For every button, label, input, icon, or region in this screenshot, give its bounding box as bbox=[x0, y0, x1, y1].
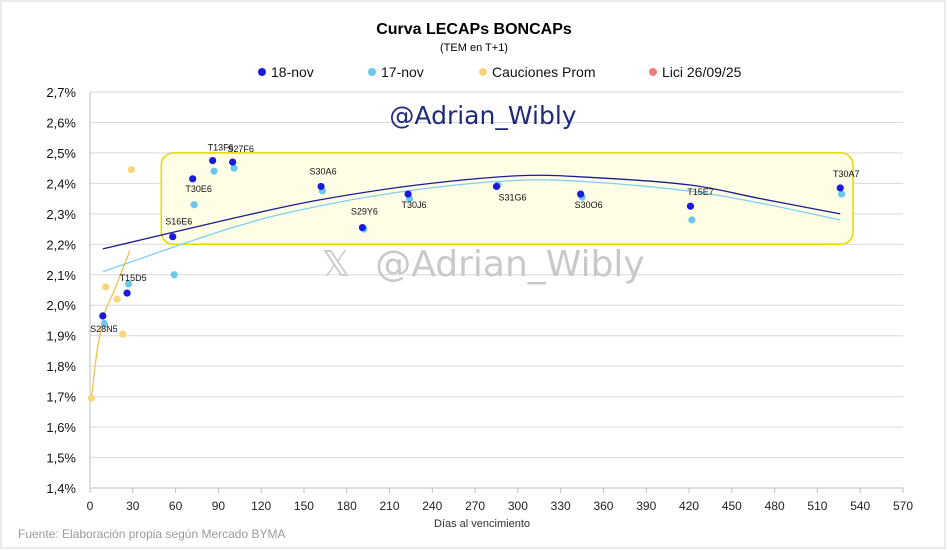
y-tick-label: 2,6% bbox=[46, 115, 76, 130]
x-tick-label: 180 bbox=[337, 499, 357, 513]
data-point bbox=[99, 312, 107, 320]
x-tick-label: 30 bbox=[126, 499, 140, 513]
x-tick-label: 60 bbox=[169, 499, 183, 513]
data-point bbox=[124, 280, 133, 288]
y-tick-label: 2,5% bbox=[46, 146, 76, 161]
data-point bbox=[230, 164, 238, 172]
x-tick-label: 0 bbox=[87, 499, 94, 513]
x-tick-label: 240 bbox=[422, 499, 442, 513]
point-label: T30E6 bbox=[185, 184, 212, 194]
data-point bbox=[836, 184, 844, 192]
y-tick-label: 2,0% bbox=[46, 298, 76, 313]
data-point bbox=[688, 216, 696, 224]
data-point bbox=[577, 190, 585, 198]
data-point bbox=[404, 190, 412, 198]
x-tick-label: 540 bbox=[850, 499, 870, 513]
point-label: S30A6 bbox=[310, 166, 337, 176]
data-point bbox=[229, 158, 237, 166]
y-tick-label: 1,4% bbox=[46, 481, 76, 496]
x-tick-label: 480 bbox=[765, 499, 785, 513]
y-tick-label: 1,7% bbox=[46, 390, 76, 405]
chart-subtitle: (TEM en T+1) bbox=[440, 42, 508, 54]
data-point bbox=[123, 289, 131, 297]
x-tick-label: 300 bbox=[508, 499, 528, 513]
x-tick-label: 420 bbox=[679, 499, 699, 513]
point-label: T15E7 bbox=[687, 187, 714, 197]
point-label: S28N5 bbox=[90, 324, 118, 334]
data-point bbox=[210, 167, 218, 175]
legend-label: 17-nov bbox=[381, 64, 424, 80]
y-tick-label: 2,2% bbox=[46, 237, 76, 252]
x-tick-label: 120 bbox=[251, 499, 271, 513]
point-label: T30A7 bbox=[833, 169, 860, 179]
source-note: Fuente: Elaboración propia según Mercado… bbox=[18, 527, 286, 541]
data-point bbox=[113, 295, 121, 303]
data-point bbox=[170, 271, 178, 279]
y-tick-label: 2,3% bbox=[46, 207, 76, 222]
legend: 18-nov 17-nov Cauciones Prom Lici 26/09/25 bbox=[258, 64, 742, 80]
data-point bbox=[87, 394, 96, 402]
watermark-handle-top: @Adrian_Wibly bbox=[389, 101, 576, 130]
x-tick-label: 270 bbox=[465, 499, 485, 513]
data-point bbox=[317, 182, 325, 191]
data-point bbox=[189, 175, 197, 183]
y-tick-label: 1,5% bbox=[46, 451, 76, 466]
x-tick-label: 210 bbox=[380, 499, 400, 513]
x-tick-label: 330 bbox=[551, 499, 571, 513]
y-tick-label: 2,4% bbox=[46, 176, 76, 191]
data-point bbox=[169, 233, 177, 241]
data-point bbox=[119, 330, 127, 338]
point-label: T15D5 bbox=[120, 273, 147, 283]
point-label: T30J6 bbox=[402, 200, 427, 210]
point-label: T13F6 bbox=[208, 143, 234, 153]
x-tick-label: 90 bbox=[212, 499, 226, 513]
y-tick-label: 1,9% bbox=[46, 329, 76, 344]
point-label: S16E6 bbox=[165, 217, 192, 227]
x-tick-label: 150 bbox=[294, 499, 314, 513]
point-label: S30O6 bbox=[575, 200, 603, 210]
x-tick-label: 510 bbox=[807, 499, 827, 513]
legend-marker bbox=[649, 68, 657, 76]
highlight-box bbox=[160, 152, 854, 246]
y-tick-label: 2,1% bbox=[46, 268, 76, 283]
data-point bbox=[100, 319, 108, 328]
x-logo-icon: 𝕏 bbox=[321, 244, 350, 285]
y-tick-label: 2,7% bbox=[46, 85, 76, 100]
point-label: S31G6 bbox=[498, 192, 526, 202]
y-tick-label: 1,6% bbox=[46, 420, 76, 435]
trendline bbox=[102, 179, 841, 273]
x-axis-title: Días al vencimiento bbox=[434, 518, 530, 530]
data-point bbox=[492, 182, 501, 191]
watermark-handle-center: @Adrian_Wibly bbox=[375, 244, 645, 285]
legend-marker bbox=[368, 68, 376, 76]
data-point bbox=[190, 201, 198, 209]
data-point bbox=[127, 166, 135, 174]
x-tick-label: 450 bbox=[722, 499, 742, 513]
legend-label: 18-nov bbox=[271, 64, 314, 80]
plot-area: 1,4% 1,5% 1,6% 1,7% 1,8% 1,9% 2,0% 2,1% 2,2% 2,3%… bbox=[46, 85, 913, 513]
x-tick-label: 360 bbox=[593, 499, 613, 513]
legend-label: Lici 26/09/25 bbox=[662, 64, 742, 80]
point-label: S29Y6 bbox=[351, 207, 378, 217]
x-tick-label: 570 bbox=[893, 499, 913, 513]
y-tick-label: 1,8% bbox=[46, 359, 76, 374]
legend-marker bbox=[479, 68, 487, 76]
data-point bbox=[838, 190, 846, 198]
trendline bbox=[102, 174, 841, 250]
data-point bbox=[102, 283, 110, 291]
data-point bbox=[358, 223, 367, 232]
legend-label: Cauciones Prom bbox=[492, 64, 596, 80]
data-point bbox=[686, 202, 695, 210]
x-tick-label: 390 bbox=[636, 499, 656, 513]
point-label: S27F6 bbox=[227, 144, 254, 154]
data-point bbox=[209, 156, 217, 165]
chart-title: Curva LECAPs BONCAPs bbox=[376, 21, 572, 38]
legend-marker bbox=[258, 68, 266, 76]
